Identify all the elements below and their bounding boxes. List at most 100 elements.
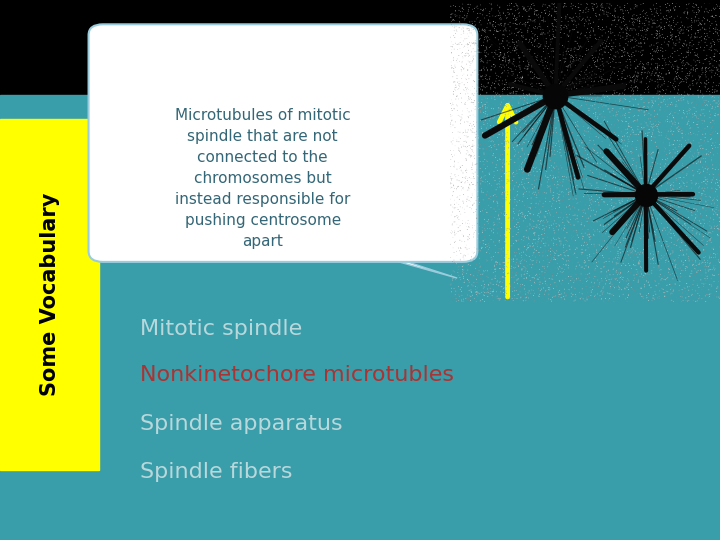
Point [641, 59, 652, 68]
Point [626, 148, 638, 157]
Point [688, 56, 700, 64]
Point [596, 290, 608, 299]
Point [624, 52, 635, 61]
Point [624, 123, 636, 131]
Point [536, 104, 547, 113]
Point [590, 207, 602, 216]
Point [541, 286, 552, 294]
Point [649, 238, 661, 247]
Point [456, 291, 467, 300]
Point [585, 77, 597, 86]
Point [593, 151, 604, 160]
Point [596, 137, 608, 146]
Point [536, 30, 548, 39]
Point [462, 39, 473, 48]
Point [647, 217, 658, 225]
Point [583, 192, 595, 200]
Point [490, 241, 501, 250]
Point [682, 225, 693, 234]
Point [495, 208, 507, 217]
Point [557, 110, 568, 119]
Point [571, 12, 582, 21]
Point [574, 75, 585, 84]
Point [669, 6, 680, 15]
Point [607, 44, 618, 53]
Point [462, 245, 473, 253]
Point [574, 54, 585, 63]
Point [549, 292, 561, 301]
Point [708, 254, 719, 262]
Point [653, 22, 665, 31]
Point [613, 243, 624, 252]
Point [624, 227, 635, 235]
Point [445, 2, 456, 10]
Point [669, 117, 680, 125]
Point [531, 60, 542, 69]
Point [577, 295, 589, 303]
Point [653, 248, 665, 257]
Point [648, 16, 660, 24]
Point [671, 255, 683, 264]
Point [685, 49, 696, 57]
Point [526, 62, 537, 70]
Point [529, 188, 541, 197]
Point [492, 145, 503, 154]
Point [445, 240, 456, 248]
Point [699, 298, 711, 307]
Point [559, 43, 570, 51]
Point [464, 63, 476, 72]
Point [665, 238, 677, 247]
Point [703, 150, 714, 159]
Point [647, 54, 658, 63]
Point [516, 164, 528, 173]
Point [621, 32, 633, 41]
Point [595, 226, 607, 234]
Point [640, 140, 652, 149]
Point [445, 13, 456, 22]
Point [485, 121, 497, 130]
Point [706, 68, 718, 77]
Text: Some Vocabulary: Some Vocabulary [40, 193, 60, 396]
Point [557, 123, 569, 131]
Point [694, 239, 706, 248]
Point [608, 134, 620, 143]
Point [582, 63, 593, 71]
Point [496, 64, 508, 72]
Point [658, 12, 670, 21]
Point [682, 282, 693, 291]
Point [693, 148, 705, 157]
Point [503, 83, 515, 91]
Point [682, 240, 693, 248]
Point [658, 224, 670, 232]
Point [488, 104, 500, 113]
Point [449, 259, 460, 267]
Point [603, 206, 614, 215]
Point [691, 205, 703, 213]
Point [535, 30, 546, 38]
Point [593, 103, 604, 112]
Point [519, 287, 531, 296]
Point [458, 190, 469, 199]
Point [544, 224, 555, 232]
Point [470, 288, 482, 296]
Point [480, 178, 491, 186]
Point [555, 208, 567, 217]
Point [576, 156, 588, 164]
Point [648, 263, 660, 272]
Point [666, 30, 678, 38]
Point [550, 205, 562, 214]
Point [676, 68, 688, 76]
Point [669, 57, 680, 66]
Point [511, 140, 523, 149]
Point [657, 73, 668, 82]
Point [695, 266, 706, 275]
Point [665, 286, 676, 294]
Point [536, 126, 547, 134]
Point [646, 194, 657, 202]
Point [525, 80, 536, 89]
Point [479, 46, 490, 55]
Point [503, 80, 515, 89]
Point [651, 0, 662, 8]
Point [559, 295, 570, 303]
Point [630, 126, 642, 134]
